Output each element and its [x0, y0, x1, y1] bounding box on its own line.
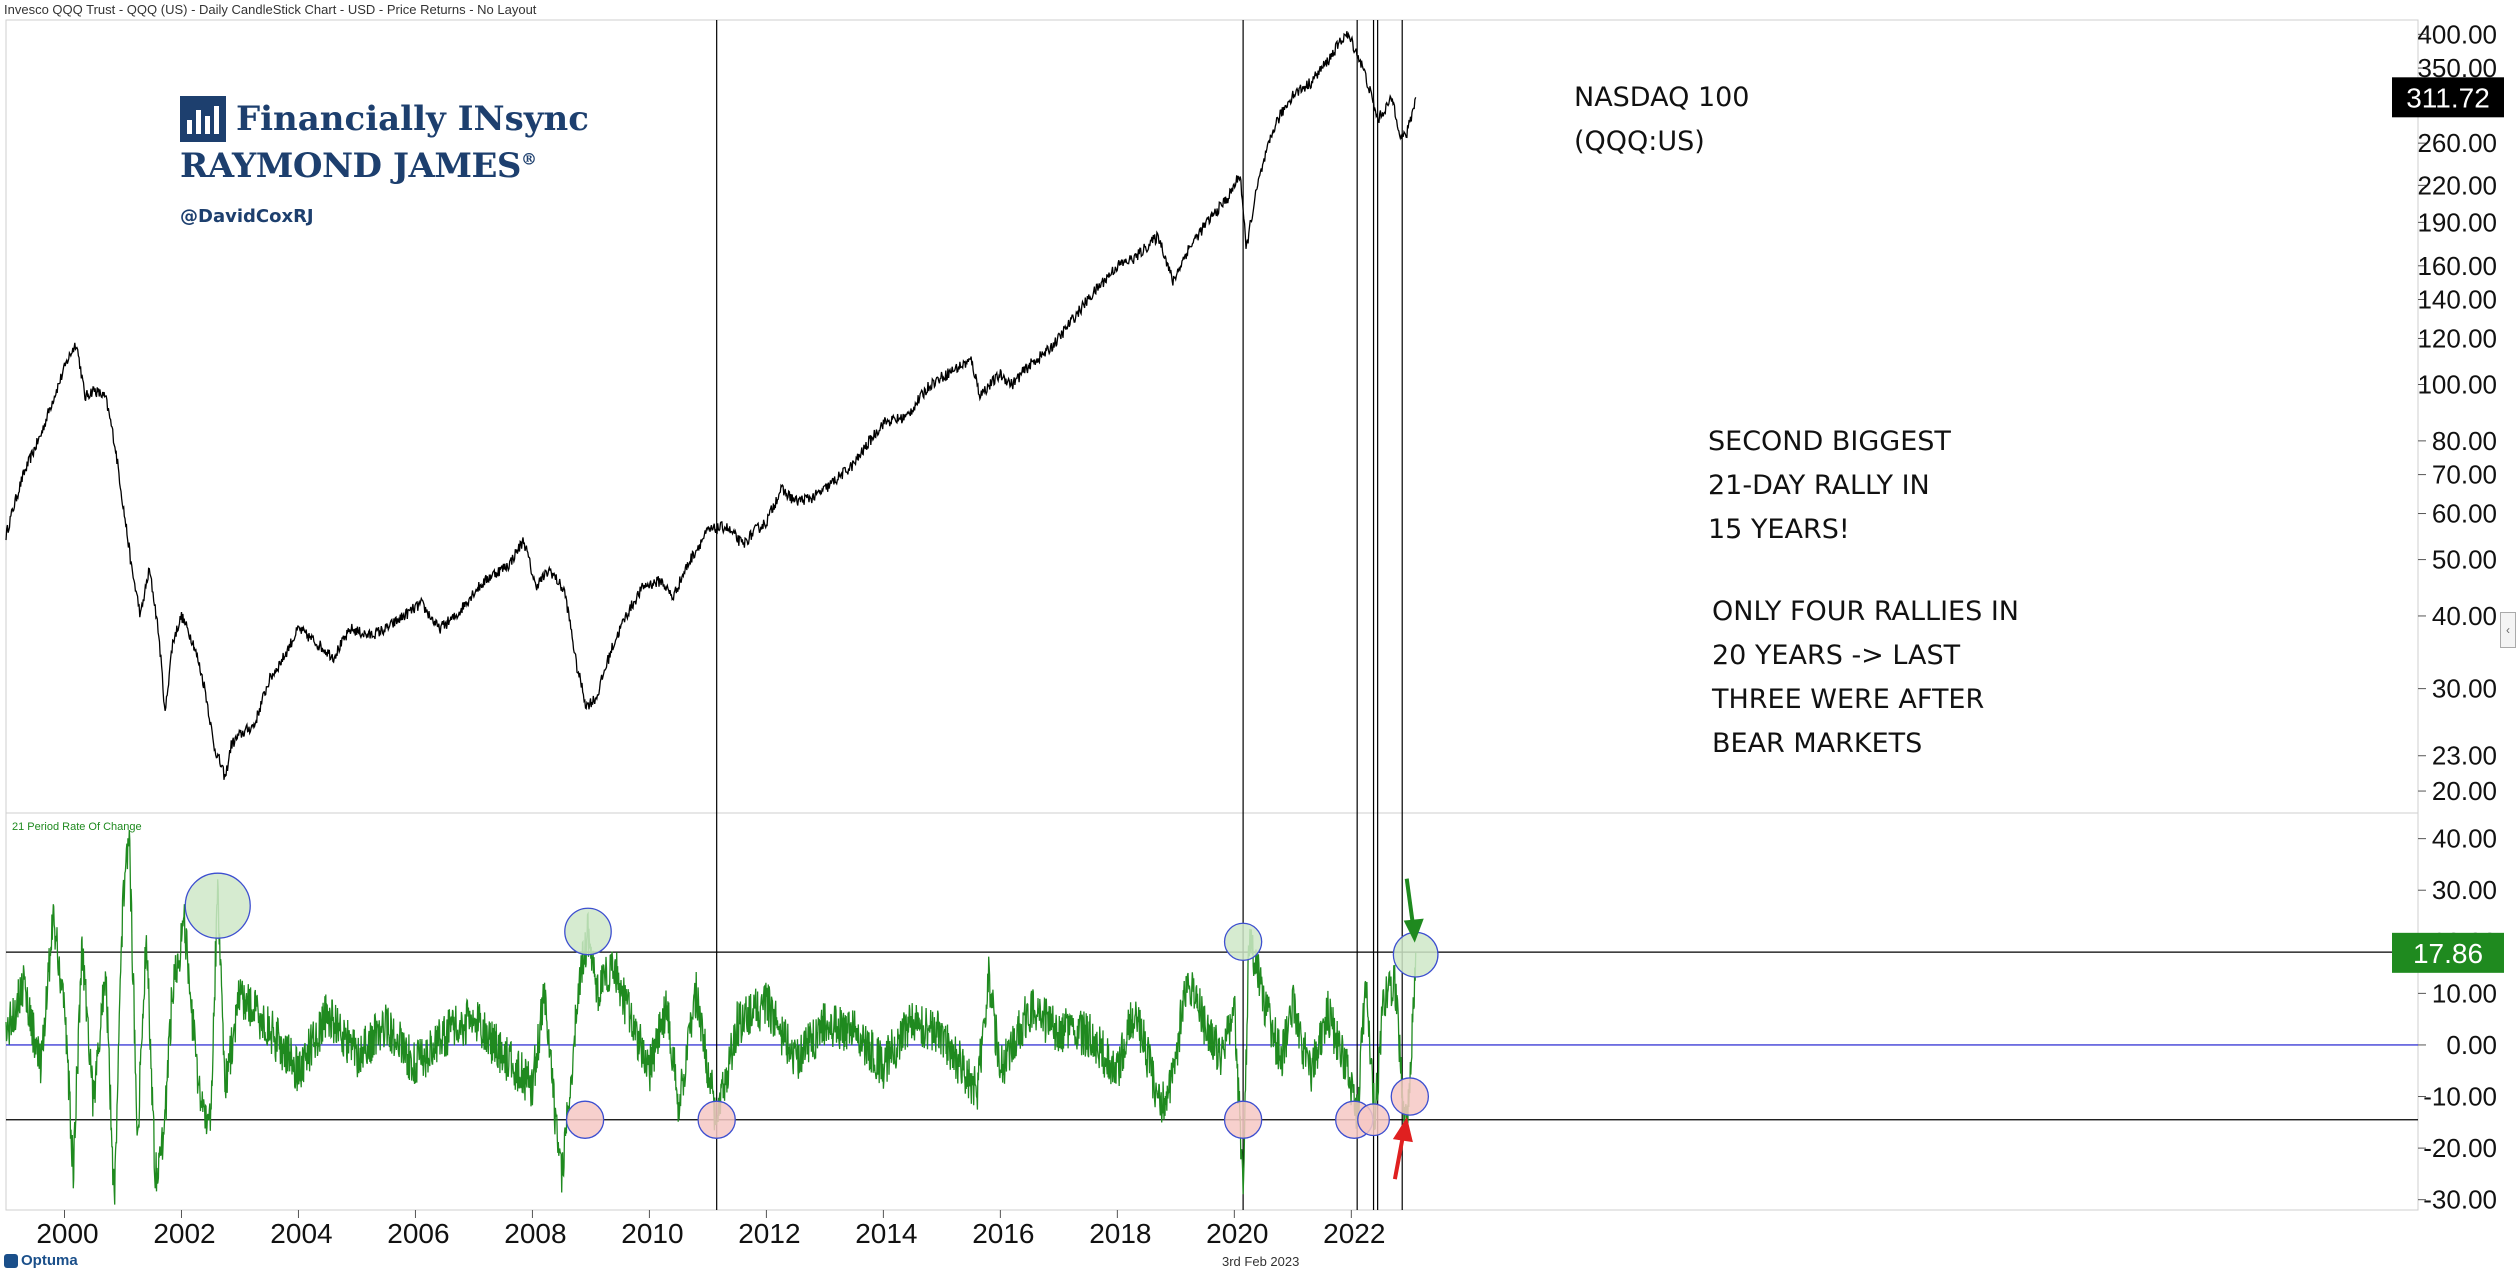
- x-axis-label: 2014: [855, 1218, 917, 1249]
- roc-value-badge: [2392, 932, 2504, 973]
- price-axis-label: 260.00: [2417, 128, 2497, 158]
- green-highlight-circle: [184, 872, 251, 939]
- candlestick-logo-icon: [180, 96, 226, 142]
- roc-axis-label: 0.00: [2446, 1030, 2497, 1060]
- x-axis-label: 2000: [36, 1218, 98, 1249]
- roc-panel-title: 21 Period Rate Of Change: [12, 821, 142, 833]
- price-axis-label: 220.00: [2417, 170, 2497, 200]
- price-axis-label: 140.00: [2417, 285, 2497, 315]
- roc-axis-label: 10.00: [2432, 978, 2497, 1008]
- x-axis-label: 2018: [1089, 1218, 1151, 1249]
- x-axis-label: 2002: [153, 1218, 215, 1249]
- roc-axis-label: 30.00: [2432, 875, 2497, 905]
- price-axis-label: 23.00: [2432, 741, 2497, 771]
- x-axis-label: 2016: [972, 1218, 1034, 1249]
- price-value-badge: [2392, 77, 2504, 118]
- price-axis-label: 70.00: [2432, 460, 2497, 490]
- x-axis-label: 2006: [387, 1218, 449, 1249]
- price-value-label: 311.72: [2406, 82, 2490, 113]
- price-axis-label: 100.00: [2417, 370, 2497, 400]
- rallies-annotation: ONLY FOUR RALLIES IN 20 YEARS -> LAST THRE…: [1712, 596, 2019, 759]
- red-highlight-circle: [697, 1100, 736, 1139]
- green-highlight-circle: [564, 907, 612, 956]
- roc-series-line: [5, 829, 1417, 1205]
- chart-header-title: Invesco QQQ Trust - QQQ (US) - Daily Can…: [4, 2, 537, 17]
- logo-line-2: RAYMOND JAMES®: [180, 146, 537, 186]
- price-axis-label: 80.00: [2432, 426, 2497, 456]
- x-axis-label: 2008: [504, 1218, 566, 1249]
- optuma-brand: Optuma: [4, 1252, 78, 1269]
- roc-axis-label: -20.00: [2423, 1133, 2497, 1163]
- x-axis-label: 2012: [738, 1218, 800, 1249]
- green-arrow-head-icon: [1403, 918, 1424, 943]
- roc-axis-label: -30.00: [2423, 1185, 2497, 1215]
- optuma-logo-icon: [4, 1253, 18, 1268]
- roc-value-label: 17.86: [2413, 938, 2483, 969]
- price-axis-label: 30.00: [2432, 674, 2497, 704]
- red-highlight-circle: [1357, 1103, 1390, 1137]
- price-axis-label: 190.00: [2417, 207, 2497, 237]
- rally-annotation: SECOND BIGGEST 21-DAY RALLY IN 15 YEARS!: [1708, 426, 1951, 545]
- red-highlight-circle: [1223, 1100, 1263, 1139]
- roc-axis-label: 40.00: [2432, 824, 2497, 854]
- logo-line-1: Financially INsync: [236, 99, 589, 139]
- price-axis-label: 120.00: [2417, 323, 2497, 353]
- x-axis-label: 2010: [621, 1218, 683, 1249]
- twitter-handle: @DavidCoxRJ: [180, 206, 314, 227]
- panel-collapse-handle[interactable]: ‹: [2500, 612, 2516, 648]
- x-axis-label: 2022: [1323, 1218, 1385, 1249]
- roc-axis-label: -10.00: [2423, 1082, 2497, 1112]
- green-highlight-circle: [1223, 922, 1263, 962]
- x-axis-label: 2004: [270, 1218, 332, 1249]
- red-arrow-head-icon: [1392, 1117, 1413, 1143]
- price-axis-label: 160.00: [2417, 251, 2497, 281]
- price-axis-label: 20.00: [2432, 776, 2497, 806]
- chart-title-annotation: NASDAQ 100 (QQQ:US): [1574, 82, 1750, 157]
- brand-logo: Financially INsync RAYMOND JAMES® @David…: [180, 96, 589, 227]
- red-highlight-circle: [1390, 1077, 1430, 1116]
- price-series-line: [5, 31, 1417, 780]
- x-axis-label: 2020: [1206, 1218, 1268, 1249]
- price-axis-label: 60.00: [2432, 499, 2497, 529]
- price-axis-label: 50.00: [2432, 545, 2497, 575]
- red-highlight-circle: [565, 1100, 605, 1139]
- chart-date: 3rd Feb 2023: [1222, 1254, 1300, 1269]
- price-axis-label: 40.00: [2432, 601, 2497, 631]
- price-axis-label: 400.00: [2417, 19, 2497, 49]
